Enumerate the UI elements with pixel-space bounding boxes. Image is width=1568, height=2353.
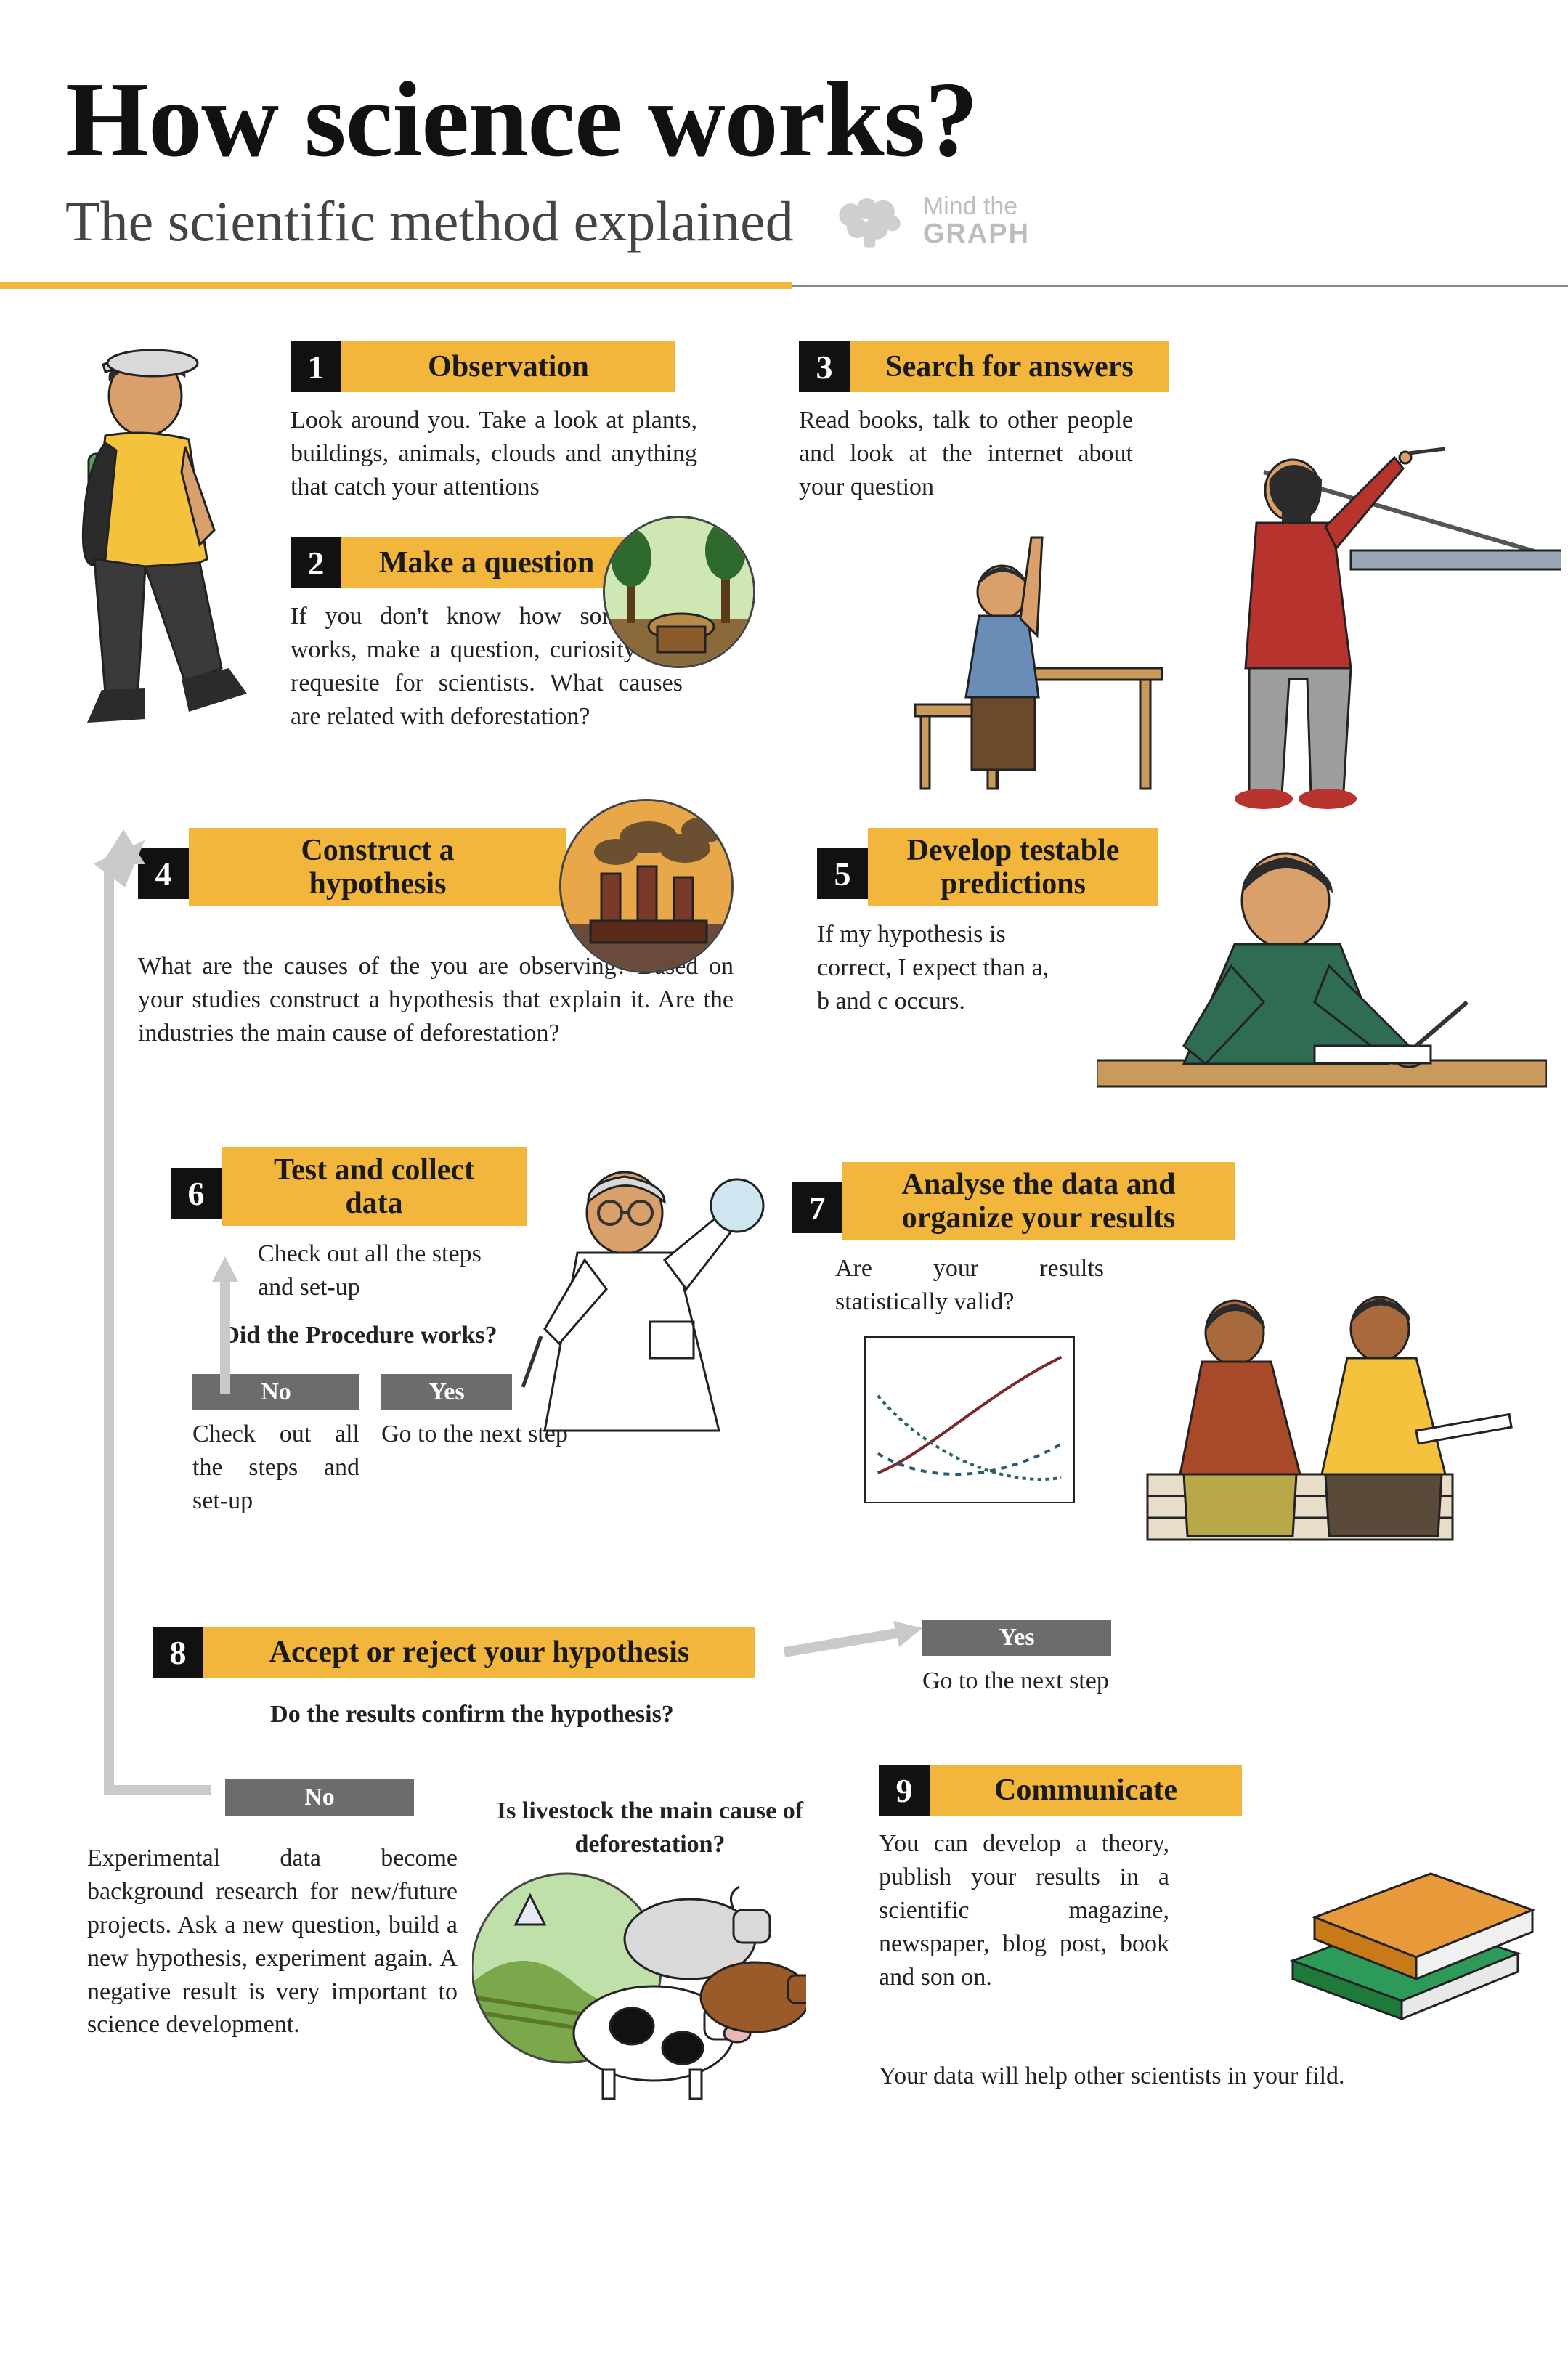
classroom-icon bbox=[886, 428, 1561, 813]
analysis-chart bbox=[864, 1336, 1075, 1503]
step-7-label: Analyse the data and organize your resul… bbox=[842, 1162, 1235, 1240]
step-9-number: 9 bbox=[879, 1765, 930, 1816]
step-8-question: Do the results confirm the hypothesis? bbox=[153, 1698, 792, 1731]
step-7-label-l2: organize your results bbox=[902, 1201, 1175, 1235]
step-6-question: Did the Procedure works? bbox=[214, 1319, 505, 1352]
step-8-yes: Yes Go to the next step bbox=[922, 1620, 1111, 1698]
step-5-label-l2: predictions bbox=[941, 867, 1086, 901]
step-6-body: Check out all the steps and set-up bbox=[258, 1238, 490, 1304]
step-1-number: 1 bbox=[291, 341, 341, 392]
step-8-yes-pill: Yes bbox=[922, 1620, 1111, 1656]
logo-line1: Mind the bbox=[923, 194, 1030, 220]
step-4-label: Construct a hypothesis bbox=[189, 828, 566, 906]
step-6-yes-pill: Yes bbox=[381, 1374, 512, 1410]
header-rule bbox=[65, 282, 1503, 290]
arrow-feedback-icon bbox=[80, 821, 225, 1801]
step-6-label-l2: data bbox=[345, 1187, 402, 1220]
step-7-body: Are your results statistically valid? bbox=[835, 1252, 1104, 1319]
content-area: 1 Observation Look around you. Take a lo… bbox=[65, 320, 1503, 2353]
step-9-label: Communicate bbox=[930, 1765, 1242, 1816]
step-9-body: You can develop a theory, publish your r… bbox=[879, 1827, 1169, 1994]
step-2-label: Make a question bbox=[341, 537, 632, 588]
step-1: 1 Observation Look around you. Take a lo… bbox=[291, 341, 697, 504]
step-8-yes-body: Go to the next step bbox=[922, 1665, 1111, 1698]
step-8: 8 Accept or reject your hypothesis Do th… bbox=[153, 1627, 792, 1731]
step-9-footer: Your data will help other scientists in … bbox=[879, 2060, 1518, 2093]
livestock-cows-icon bbox=[472, 1852, 806, 2106]
step-7-label-l1: Analyse the data and bbox=[902, 1168, 1176, 1201]
step-7-number: 7 bbox=[792, 1182, 842, 1233]
step-6-label-l1: Test and collect bbox=[274, 1153, 474, 1187]
page-title: How science works? bbox=[65, 58, 1503, 182]
person-writing-icon bbox=[1097, 821, 1547, 1126]
step-6-label: Test and collect data bbox=[222, 1147, 527, 1226]
step-8-no-pill: No bbox=[225, 1779, 414, 1816]
step-4-label-l1: Construct a bbox=[301, 834, 454, 867]
brain-icon bbox=[830, 192, 910, 251]
step-1-label: Observation bbox=[341, 341, 675, 392]
step-5-body: If my hypothesis is correct, I expect th… bbox=[817, 918, 1057, 1018]
logo-line2: GRAPH bbox=[923, 220, 1030, 249]
step-9: 9 Communicate You can develop a theory, … bbox=[879, 1765, 1271, 1994]
step-3-number: 3 bbox=[799, 341, 850, 392]
logo-text: Mind the GRAPH bbox=[923, 194, 1030, 249]
step-4-label-l2: hypothesis bbox=[309, 867, 446, 901]
forest-stump-icon bbox=[603, 516, 755, 668]
step-1-body: Look around you. Take a look at plants, … bbox=[291, 404, 697, 504]
stacked-books-icon bbox=[1264, 1801, 1540, 2033]
page: How science works? The scientific method… bbox=[0, 0, 1568, 2352]
step-8-label: Accept or reject your hypothesis bbox=[203, 1627, 755, 1678]
step-8-subquestion: Is livestock the main cause of deforesta… bbox=[494, 1795, 806, 1861]
step-3-label: Search for answers bbox=[850, 341, 1169, 392]
person-walking-icon bbox=[36, 327, 291, 777]
subtitle-row: The scientific method explained Mind the… bbox=[65, 189, 1503, 254]
logo: Mind the GRAPH bbox=[830, 192, 1030, 251]
step-5-number: 5 bbox=[817, 848, 868, 899]
step-8-no-body: Experimental data become background rese… bbox=[87, 1842, 458, 2041]
two-people-discussion-icon bbox=[1104, 1249, 1540, 1554]
step-8-no-pill-wrap: No bbox=[225, 1779, 414, 1816]
page-subtitle: The scientific method explained bbox=[65, 189, 794, 254]
factory-smoke-icon bbox=[559, 799, 734, 973]
arrow-yes-icon bbox=[777, 1620, 937, 1663]
step-5-label-l1: Develop testable bbox=[907, 834, 1120, 867]
step-2-number: 2 bbox=[291, 537, 341, 588]
scientist-flask-icon bbox=[501, 1140, 777, 1445]
